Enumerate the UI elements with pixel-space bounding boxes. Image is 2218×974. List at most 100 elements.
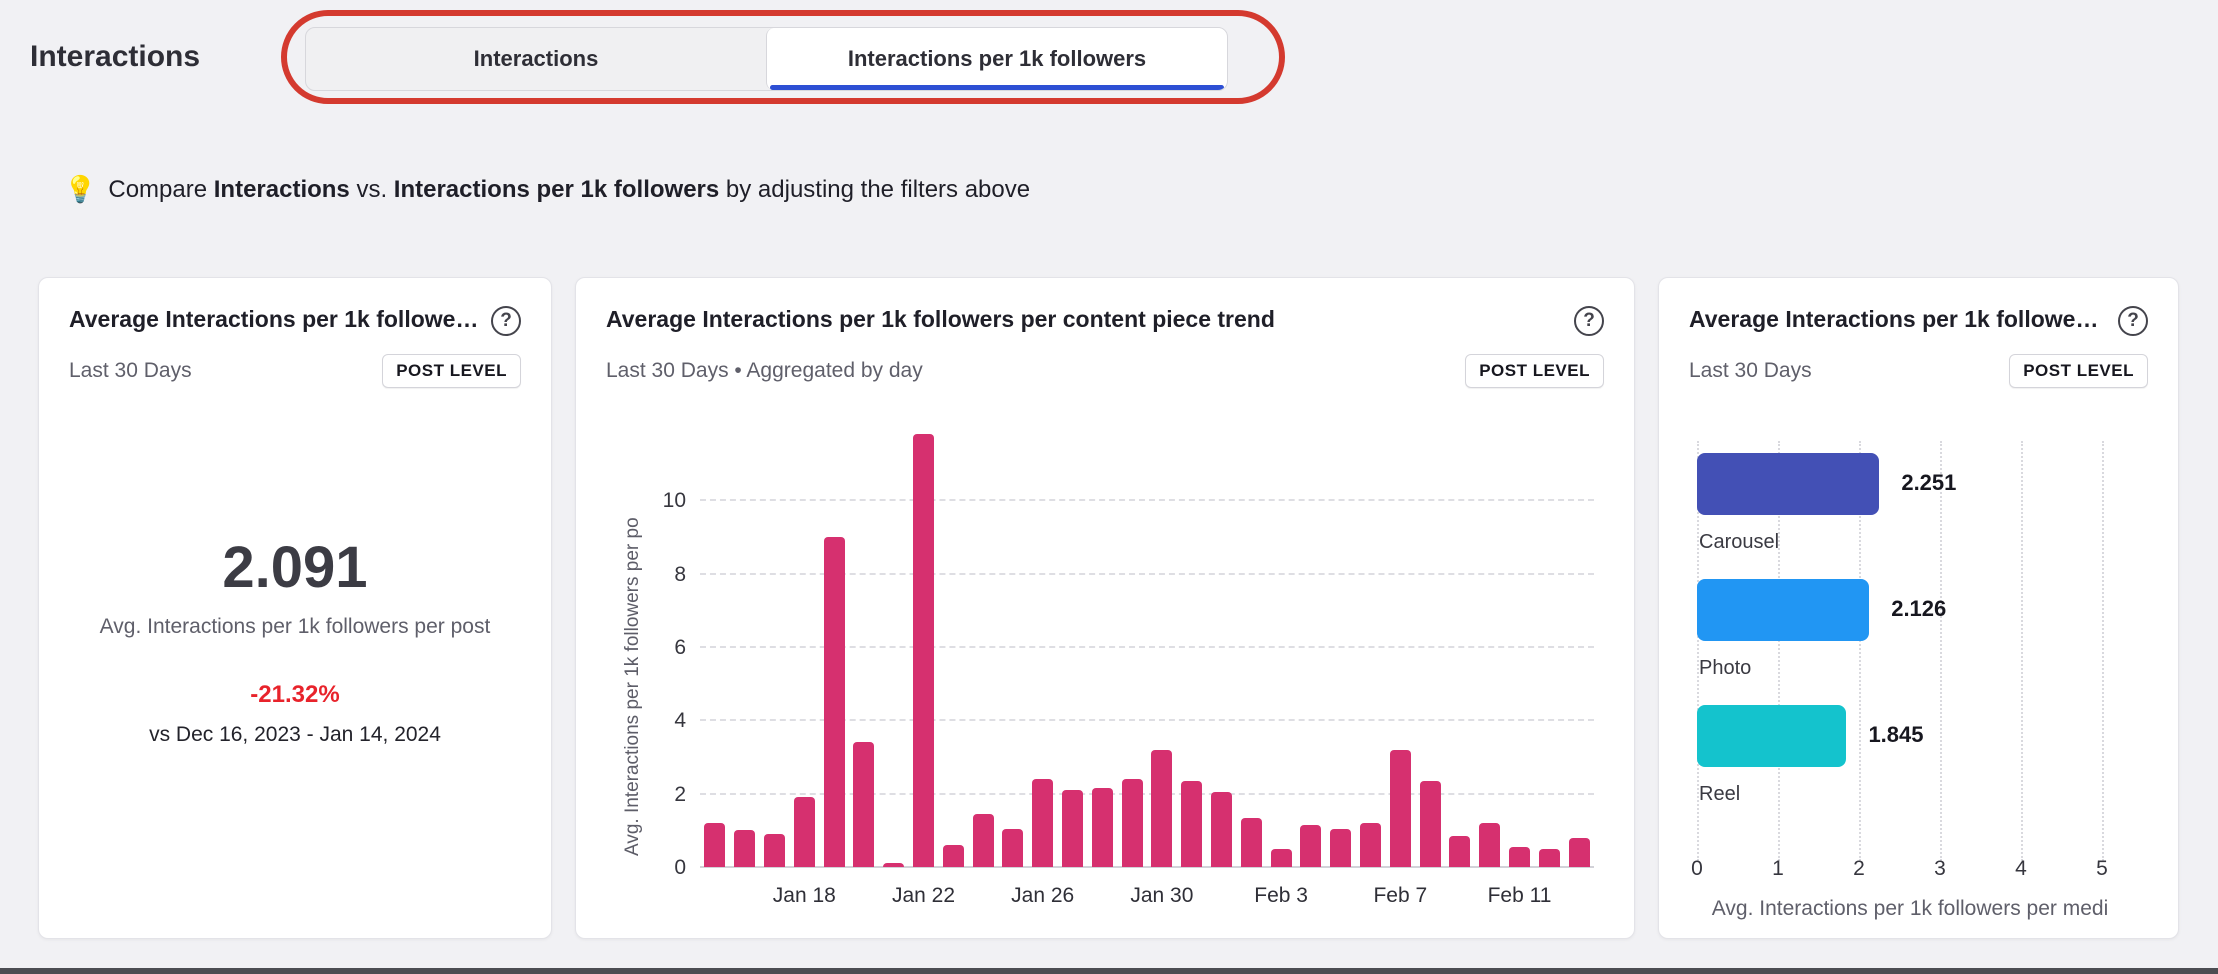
trend-bar[interactable] [1449, 835, 1471, 867]
trend-bar[interactable] [942, 845, 964, 867]
help-icon[interactable]: ? [2118, 306, 2148, 336]
x-tick-label: Feb 11 [1487, 884, 1552, 907]
gridline [2021, 441, 2023, 861]
post-level-badge: POST LEVEL [382, 354, 521, 388]
x-tick-label: Jan 30 [1130, 884, 1194, 907]
trend-bar[interactable] [1211, 791, 1232, 867]
trend-bar[interactable] [1538, 848, 1560, 867]
trend-bar[interactable] [1300, 824, 1322, 867]
trend-bar[interactable] [793, 797, 815, 867]
trend-bar[interactable] [1151, 749, 1173, 867]
metric-value-label: Avg. Interactions per 1k followers per p… [99, 615, 491, 638]
card-avg-interactions-summary: Average Interactions per 1k followe… ? L… [38, 277, 552, 939]
trend-bar[interactable] [1479, 823, 1501, 867]
x-tick-label: 3 [1934, 857, 1946, 880]
x-tick-label: Jan 22 [891, 884, 956, 907]
trend-bar[interactable] [1330, 828, 1352, 867]
gridline [700, 719, 1594, 722]
trend-bar[interactable] [913, 434, 934, 867]
media-bar-row: 1.845 Reel [1697, 705, 2147, 831]
media-bar[interactable] [1697, 705, 1847, 767]
cards-row: Average Interactions per 1k followe… ? L… [38, 277, 2179, 939]
media-bar-category: Carousel [1699, 531, 1780, 553]
gridline [1778, 441, 1780, 861]
gridline [700, 572, 1594, 575]
media-bar-row: 2.126 Photo [1697, 579, 2147, 705]
x-tick-label: Feb 7 [1373, 884, 1428, 907]
metric-tabs: Interactions Interactions per 1k followe… [305, 27, 1228, 91]
trend-bar[interactable] [1509, 846, 1530, 867]
chart-gridlines [1697, 441, 2104, 861]
trend-bar[interactable] [1360, 823, 1381, 867]
x-tick-label: Jan 18 [772, 884, 836, 907]
gridline [1940, 441, 1942, 861]
media-bar-value: 1.845 [1868, 722, 1924, 747]
window-bottom-edge [0, 968, 2218, 974]
period-label: Last 30 Days [1689, 359, 1812, 382]
trend-bar[interactable] [1240, 817, 1262, 867]
trend-bar[interactable] [853, 742, 875, 867]
period-label: Last 30 Days [69, 359, 192, 382]
comparison-period: vs Dec 16, 2023 - Jan 14, 2024 [149, 723, 441, 746]
lightbulb-icon: 💡 [64, 174, 97, 204]
post-level-badge: POST LEVEL [2009, 354, 2148, 388]
x-tick-label: 5 [2096, 857, 2108, 880]
metric-value: 2.091 [222, 535, 368, 600]
card-title: Average Interactions per 1k followers pe… [606, 306, 1275, 332]
card-trend-chart: Average Interactions per 1k followers pe… [575, 277, 1635, 939]
media-bar-row: 2.251 Carousel [1697, 453, 2147, 579]
tab-interactions[interactable]: Interactions [473, 46, 599, 71]
trend-bar[interactable] [764, 834, 785, 867]
tip-text: Compare Interactions vs. Interactions pe… [108, 175, 1031, 203]
change-percentage: -21.32% [250, 681, 340, 708]
y-axis-label: Avg. Interactions per 1k followers per p… [622, 517, 643, 856]
trend-bar[interactable] [734, 830, 756, 867]
x-tick-label: Jan 26 [1011, 884, 1075, 907]
trend-bar[interactable] [823, 537, 845, 867]
gridline [700, 866, 1594, 868]
y-tick-label: 2 [674, 782, 686, 806]
help-icon[interactable]: ? [491, 306, 521, 336]
trend-bar[interactable] [1062, 790, 1083, 867]
trend-bar[interactable] [1568, 837, 1590, 867]
trend-bar[interactable] [1270, 848, 1292, 867]
x-axis-label: Avg. Interactions per 1k followers per m… [1711, 897, 2109, 920]
trend-bar[interactable] [1121, 779, 1143, 867]
trend-bar[interactable] [972, 813, 994, 867]
gridline [700, 792, 1594, 795]
y-tick-label: 10 [662, 489, 686, 513]
gridline [1859, 441, 1861, 861]
period-label: Last 30 Days • Aggregated by day [606, 359, 923, 382]
y-tick-label: 8 [674, 562, 686, 586]
media-bar-value: 2.126 [1891, 596, 1947, 621]
trend-bar[interactable] [1032, 779, 1054, 867]
y-tick-label: 4 [674, 709, 686, 733]
media-bar[interactable] [1697, 579, 1870, 641]
x-tick-label: 2 [1853, 857, 1865, 880]
media-bar-category: Reel [1699, 783, 1741, 805]
card-media-type-chart: Average Interactions per 1k followe… ? L… [1658, 277, 2179, 939]
trend-bar[interactable] [1419, 780, 1441, 867]
tab-interactions-per-1k-followers[interactable]: Interactions per 1k followers [766, 28, 1227, 90]
media-bar-value: 2.251 [1901, 470, 1957, 495]
trend-bar[interactable] [883, 863, 905, 867]
x-axis-ticks: 0 1 2 3 4 5 [1691, 857, 2108, 885]
trend-bar[interactable] [704, 823, 726, 867]
card-title: Average Interactions per 1k followe… [69, 306, 479, 332]
tip-banner: 💡 Compare Interactions vs. Interactions … [64, 174, 1030, 205]
trend-bar[interactable] [1091, 788, 1113, 867]
trend-bar[interactable] [1389, 749, 1411, 867]
gridline [700, 499, 1594, 502]
x-tick-label: 0 [1691, 857, 1703, 880]
gridline [1697, 441, 1699, 861]
page-title: Interactions [30, 40, 201, 73]
trend-bar-chart: 0 2 4 6 8 10 Jan 18 Jan 22 Jan 26 Jan 30 Feb 3 Feb … [663, 428, 1594, 907]
media-bar-category: Photo [1699, 657, 1752, 679]
media-bar[interactable] [1697, 453, 1880, 515]
x-tick-label: Feb 3 [1254, 884, 1308, 907]
gridline [700, 646, 1594, 648]
help-icon[interactable]: ? [1574, 306, 1604, 336]
trend-bar[interactable] [1002, 828, 1024, 867]
trend-bar[interactable] [1181, 780, 1203, 867]
